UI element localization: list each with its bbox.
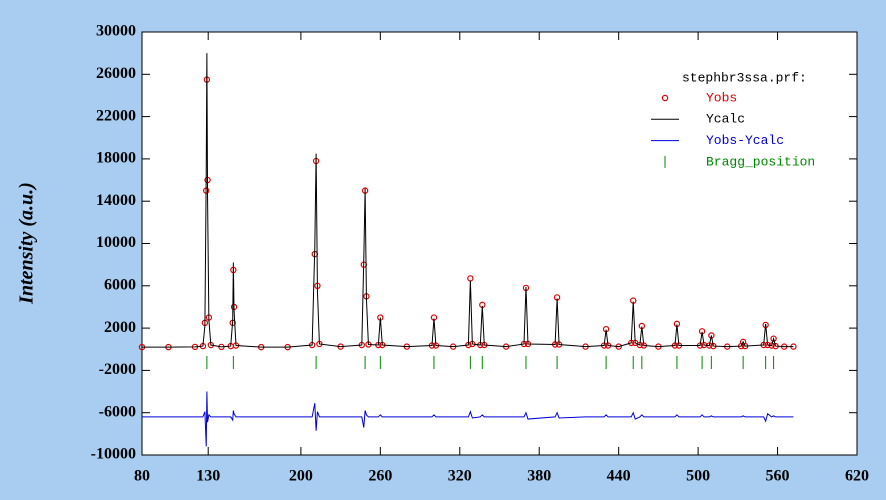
x-tick-label: 500 bbox=[686, 468, 710, 485]
y-tick-label: 30000 bbox=[96, 23, 136, 40]
plot-area bbox=[142, 32, 857, 455]
y-tick-label: 14000 bbox=[96, 192, 136, 209]
x-tick-label: 260 bbox=[368, 468, 392, 485]
x-tick-label: 320 bbox=[448, 468, 472, 485]
x-tick-label: 440 bbox=[607, 468, 631, 485]
y-tick-label: -10000 bbox=[91, 446, 136, 463]
y-tick-label: 22000 bbox=[96, 107, 136, 124]
y-tick-label: 26000 bbox=[96, 65, 136, 82]
legend-label: Ycalc bbox=[706, 112, 745, 127]
series-line bbox=[142, 53, 794, 348]
y-tick-label: 10000 bbox=[96, 234, 136, 251]
y-tick-label: 18000 bbox=[96, 150, 136, 167]
y-tick-label: 2000 bbox=[104, 319, 136, 336]
legend-label: Yobs-Ycalc bbox=[706, 133, 784, 148]
x-tick-label: 80 bbox=[134, 468, 150, 485]
y-axis-label: Intensity (a.u.) bbox=[16, 182, 38, 305]
series-line bbox=[142, 391, 794, 447]
x-tick-label: 130 bbox=[196, 468, 220, 485]
legend-symbol bbox=[661, 94, 669, 102]
obs-point bbox=[770, 335, 777, 342]
y-tick-label: -6000 bbox=[99, 403, 136, 420]
y-tick-label: -2000 bbox=[99, 361, 136, 378]
y-tick-label: 6000 bbox=[104, 276, 136, 293]
x-tick-label: 200 bbox=[289, 468, 313, 485]
x-tick-label: 620 bbox=[845, 468, 869, 485]
legend-label: Bragg_position bbox=[706, 154, 815, 169]
legend-title: stephbr3ssa.prf: bbox=[682, 70, 807, 85]
plot-frame bbox=[141, 31, 858, 456]
legend-label: Yobs bbox=[706, 90, 737, 105]
x-tick-label: 560 bbox=[766, 468, 790, 485]
x-tick-label: 380 bbox=[527, 468, 551, 485]
